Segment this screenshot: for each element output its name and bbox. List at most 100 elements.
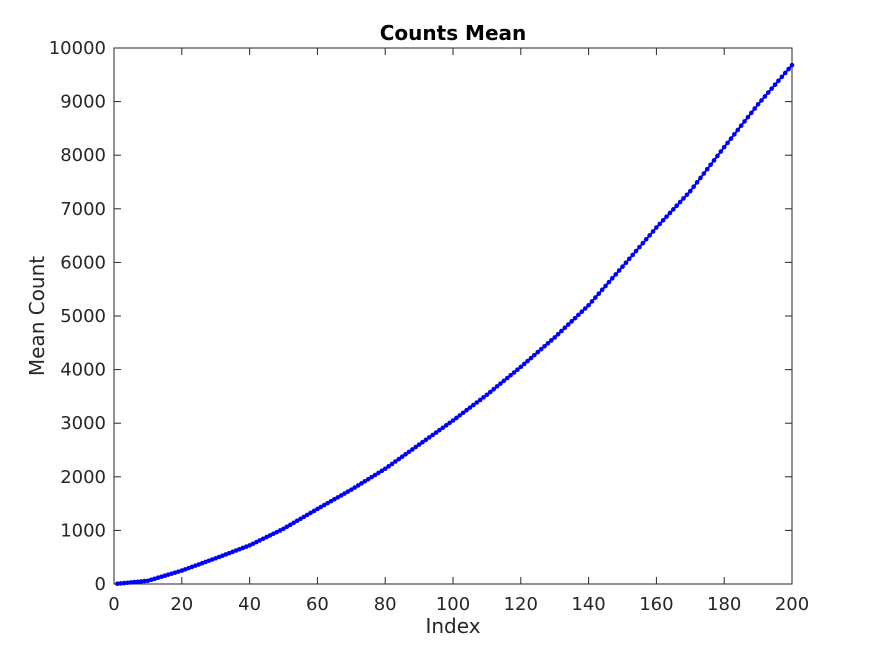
data-point [498, 381, 503, 386]
data-point [443, 423, 449, 428]
data-point [765, 90, 771, 95]
data-point [376, 470, 381, 476]
data-point [616, 268, 622, 273]
data-point [501, 378, 507, 384]
data-point [308, 510, 313, 516]
y-tick-label: 10000 [49, 38, 106, 59]
data-point [657, 221, 663, 227]
data-point [352, 485, 357, 490]
data-point [579, 309, 585, 315]
data-point [511, 370, 517, 375]
data-point [481, 395, 486, 400]
data-point [345, 489, 351, 494]
data-point [725, 140, 730, 146]
data-point [515, 367, 520, 373]
data-point [684, 192, 690, 198]
data-point [396, 456, 402, 462]
data-point [362, 479, 368, 484]
y-tick-label: 9000 [60, 92, 106, 113]
x-axis: 0 20 40 60 80 100 120 140 160 180 200 [108, 48, 809, 615]
data-point [454, 415, 459, 421]
data-point [359, 481, 364, 486]
data-point [420, 439, 425, 445]
data-point [372, 472, 378, 478]
data-point [121, 580, 127, 586]
x-tick-label: 200 [775, 594, 809, 615]
data-point [698, 175, 703, 181]
data-point [589, 299, 595, 304]
data-point [437, 427, 442, 433]
data-point [467, 405, 473, 410]
data-point [349, 487, 354, 492]
data-point [335, 495, 341, 500]
data-point [115, 581, 120, 587]
data-point [772, 82, 778, 88]
data-point [125, 580, 130, 586]
chart-title: Counts Mean [380, 21, 527, 45]
data-point [281, 526, 286, 532]
data-point [142, 578, 147, 584]
y-tick-label: 5000 [60, 306, 106, 327]
x-tick-label: 160 [639, 594, 673, 615]
x-tick-label: 60 [306, 594, 329, 615]
data-point [643, 237, 649, 242]
data-point [759, 98, 764, 103]
data-point [379, 468, 385, 474]
data-point [647, 233, 652, 238]
data-point [545, 341, 551, 346]
data-point [464, 407, 469, 413]
x-tick-label: 100 [436, 594, 470, 615]
data-point [742, 119, 747, 124]
data-point [613, 272, 619, 277]
data-point [365, 476, 371, 482]
data-point [626, 256, 632, 262]
data-point [399, 454, 405, 460]
plot-area [113, 47, 793, 585]
x-tick-label: 140 [571, 594, 605, 615]
data-point [440, 425, 446, 431]
data-point [532, 352, 537, 358]
data-point [542, 343, 547, 349]
data-point [721, 144, 727, 150]
data-point [355, 483, 361, 488]
data-point [457, 413, 463, 418]
data-point [301, 514, 307, 520]
data-point [518, 364, 524, 370]
data-point [745, 114, 751, 120]
data-point [471, 402, 476, 408]
y-tick-label: 0 [95, 574, 106, 595]
data-point [738, 123, 744, 129]
data-point [555, 331, 561, 337]
data-point [403, 451, 408, 457]
data-point [789, 62, 795, 68]
data-point [386, 464, 391, 469]
data-point [525, 358, 530, 364]
data-point [298, 516, 303, 522]
data-point [508, 372, 513, 378]
data-point [342, 491, 347, 496]
data-point [562, 325, 568, 331]
data-point [132, 579, 137, 585]
data-point [487, 389, 493, 395]
data-point [430, 432, 435, 438]
x-tick-label: 180 [707, 594, 741, 615]
data-point [477, 397, 483, 403]
data-point [474, 400, 480, 405]
data-point [135, 579, 141, 585]
data-point [291, 520, 296, 526]
data-point [504, 375, 510, 381]
data-point [321, 502, 327, 508]
data-point [565, 322, 571, 327]
data-point [708, 162, 713, 168]
data-point [406, 449, 412, 455]
x-axis-label: Index [425, 614, 480, 638]
data-point [389, 461, 395, 467]
x-tick-label: 0 [108, 594, 119, 615]
x-tick-label: 80 [374, 594, 397, 615]
data-point [681, 196, 686, 201]
data-point [569, 319, 574, 324]
data-point [287, 522, 293, 528]
data-point [596, 291, 602, 297]
data-point [315, 506, 320, 512]
